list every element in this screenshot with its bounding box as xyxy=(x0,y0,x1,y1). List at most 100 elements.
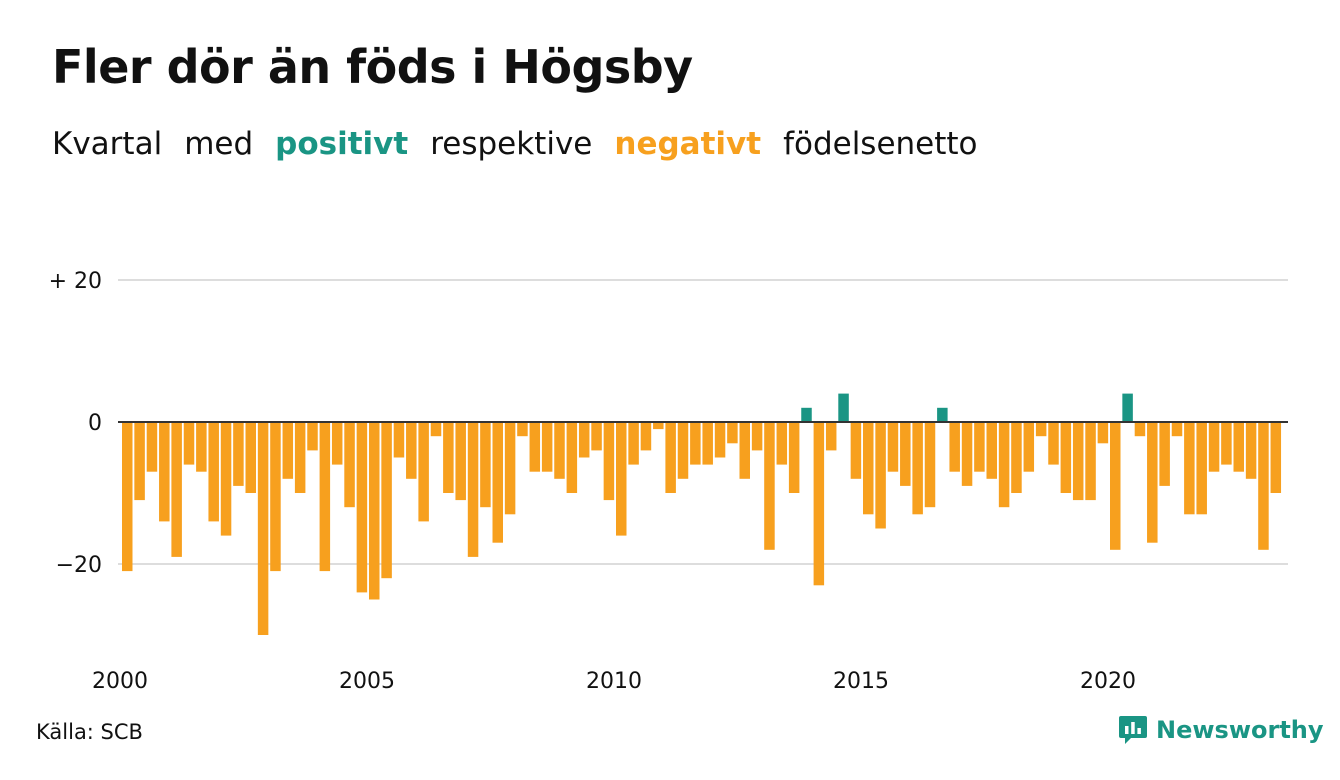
bar xyxy=(369,422,380,600)
x-tick-label: 2005 xyxy=(339,669,395,694)
bar xyxy=(1097,422,1109,444)
bar xyxy=(949,422,960,472)
bar xyxy=(1159,422,1170,486)
bar xyxy=(640,422,652,451)
bar xyxy=(702,422,713,465)
bar xyxy=(813,422,825,586)
bar xyxy=(406,422,417,479)
bar xyxy=(986,422,997,479)
subtitle-word-respektive: respektive xyxy=(430,126,593,162)
bar xyxy=(159,422,170,522)
bar xyxy=(912,422,923,515)
bar xyxy=(1011,422,1022,493)
bar xyxy=(245,422,256,493)
bar xyxy=(863,422,874,515)
bar xyxy=(566,422,578,493)
x-tick-label: 2010 xyxy=(586,669,642,694)
bar xyxy=(480,422,491,508)
bar xyxy=(801,407,812,422)
bar xyxy=(122,422,133,572)
bar xyxy=(974,422,985,472)
bar xyxy=(517,422,528,437)
bar xyxy=(776,422,788,465)
bar xyxy=(393,422,405,458)
bar xyxy=(1035,422,1047,437)
bar xyxy=(875,422,886,529)
bar xyxy=(344,422,355,508)
bar xyxy=(1085,422,1096,501)
bar xyxy=(690,422,701,465)
source-note: Källa: SCB xyxy=(36,720,143,744)
bar xyxy=(1270,422,1282,493)
bar xyxy=(1048,422,1059,465)
bar xyxy=(665,422,676,493)
bar xyxy=(1184,422,1195,515)
bar xyxy=(850,422,862,479)
chart-title: Fler dör än föds i Högsby xyxy=(52,40,693,94)
bar xyxy=(1233,422,1244,472)
bar xyxy=(603,422,615,501)
bar xyxy=(418,422,429,522)
bar xyxy=(270,422,281,572)
bar xyxy=(294,422,306,493)
bar xyxy=(764,422,775,550)
bar xyxy=(307,422,318,451)
y-tick-label: −20 xyxy=(56,553,102,578)
bar xyxy=(208,422,219,522)
bar xyxy=(529,422,541,472)
bar xyxy=(677,422,689,479)
bar xyxy=(146,422,158,472)
brand-name: Newsworthy xyxy=(1156,716,1324,744)
bar xyxy=(924,422,936,508)
bar xyxy=(1258,422,1269,550)
bar xyxy=(1023,422,1035,472)
bar xyxy=(430,422,442,437)
bar xyxy=(591,422,602,451)
bar xyxy=(183,422,195,465)
subtitle-negative-label: negativt xyxy=(614,126,762,162)
bar xyxy=(257,422,269,635)
subtitle-positive-label: positivt xyxy=(275,126,409,162)
y-tick-label: 0 xyxy=(88,411,102,436)
bar xyxy=(739,422,750,479)
bar xyxy=(1134,422,1146,437)
bar xyxy=(1208,422,1220,472)
y-tick-label: + 20 xyxy=(49,269,102,294)
x-tick-label: 2020 xyxy=(1080,669,1136,694)
bar xyxy=(331,422,343,465)
bar xyxy=(1147,422,1158,543)
bar xyxy=(1171,422,1183,437)
x-tick-label: 2000 xyxy=(92,669,148,694)
bar xyxy=(825,422,837,451)
bar xyxy=(319,422,331,572)
bar xyxy=(1245,422,1257,479)
bar xyxy=(492,422,503,543)
bar xyxy=(134,422,145,501)
bar xyxy=(714,422,726,458)
chart-subtitle: Kvartal med positivt respektive negativt föde… xyxy=(52,126,1000,162)
bar xyxy=(455,422,466,501)
bar xyxy=(578,422,590,458)
bar xyxy=(220,422,232,536)
bar xyxy=(628,422,639,465)
bar xyxy=(356,422,368,593)
bar xyxy=(1060,422,1072,493)
bar xyxy=(653,422,664,430)
subtitle-word-fodelsenetto: födelsenetto xyxy=(783,126,978,162)
bar xyxy=(467,422,479,557)
bar xyxy=(233,422,244,486)
bar xyxy=(1072,422,1084,501)
bar xyxy=(504,422,516,515)
bar xyxy=(196,422,207,472)
bar xyxy=(838,393,849,422)
bar xyxy=(788,422,800,493)
brand-logo: Newsworthy xyxy=(1118,714,1324,746)
bar xyxy=(961,422,973,486)
bar xyxy=(171,422,182,557)
bar xyxy=(541,422,553,472)
bar xyxy=(900,422,911,486)
bar xyxy=(1122,393,1133,422)
bar xyxy=(1196,422,1207,515)
bar xyxy=(751,422,763,451)
